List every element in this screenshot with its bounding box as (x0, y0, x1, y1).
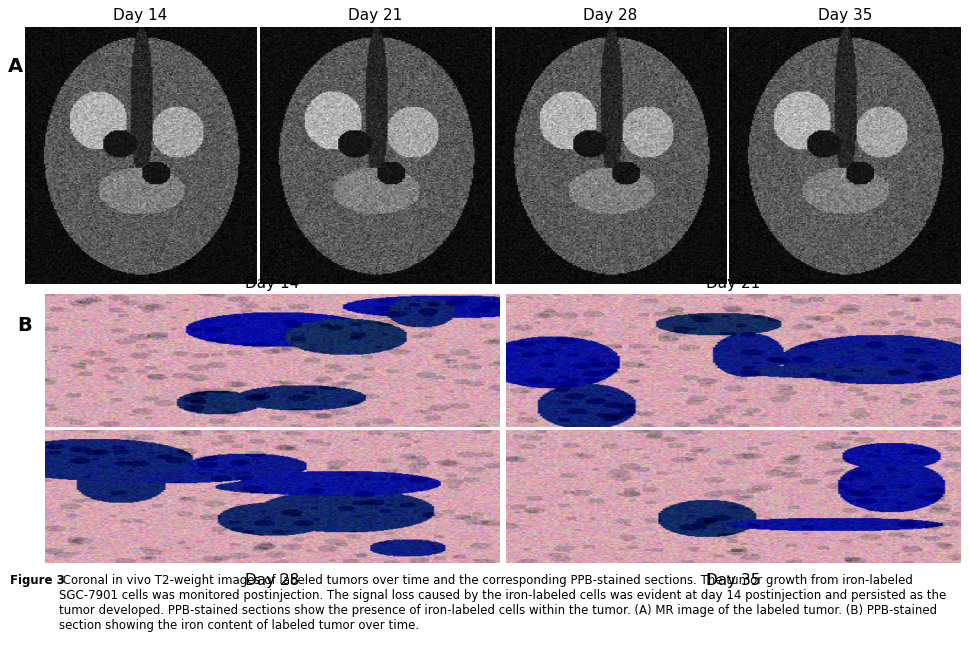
Text: A: A (8, 57, 23, 77)
Text: Day 14: Day 14 (113, 8, 168, 23)
Text: B: B (17, 316, 32, 334)
Text: Coronal in vivo T2-weight images of labeled tumors over time and the correspondi: Coronal in vivo T2-weight images of labe… (59, 573, 946, 631)
Text: Day 35: Day 35 (705, 573, 760, 588)
Text: Day 21: Day 21 (348, 8, 402, 23)
Text: Day 35: Day 35 (817, 8, 871, 23)
Text: Day 21: Day 21 (705, 276, 760, 291)
Text: Day 14: Day 14 (245, 276, 299, 291)
Text: Day 28: Day 28 (582, 8, 637, 23)
Text: Day 28: Day 28 (245, 573, 299, 588)
Text: Figure 3: Figure 3 (10, 573, 64, 587)
